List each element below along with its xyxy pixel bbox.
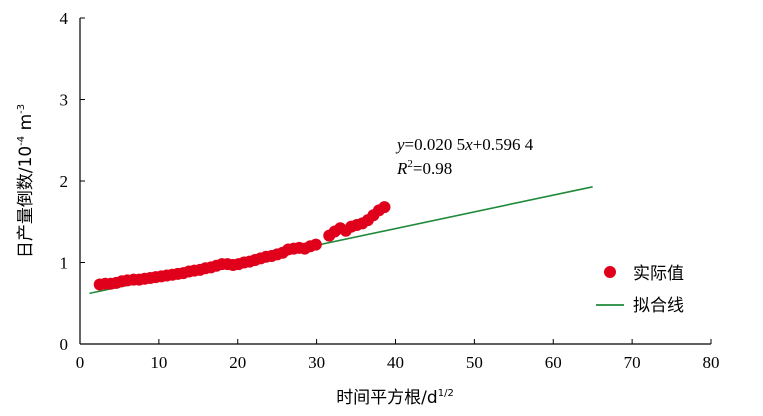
x-tick-label-0: 0 [76,353,85,372]
data-point-39 [309,238,322,251]
fit-equation: y=0.020 5x+0.596 4 [395,135,534,154]
y-tick-label-1: 1 [60,254,69,273]
x-tick-label-6: 60 [545,353,562,372]
x-tick-label-5: 50 [466,353,483,372]
x-tick-label-2: 20 [229,353,246,372]
y-tick-label-4: 4 [60,9,69,28]
x-tick-label-1: 10 [150,353,167,372]
y-tick-label-0: 0 [60,335,69,354]
y-tick-label-3: 3 [60,91,69,110]
axis-ticks: 0 10 20 30 40 50 60 70 80 0 1 2 3 4 [60,9,720,372]
legend-marker-actual [604,266,616,278]
fit-r-squared: R2=0.98 [396,158,452,178]
x-tick-label-8: 80 [703,353,720,372]
y-tick-label-2: 2 [60,172,69,191]
legend-label-fit: 拟合线 [633,296,684,316]
x-axis-label: 时间平方根/d1/2 [336,388,454,408]
legend-label-actual: 实际值 [633,264,684,284]
legend: 实际值 拟合线 [596,264,684,316]
y-axis-label: 日产量倒数/10-4 m-3 [16,104,36,258]
data-points [93,201,391,291]
x-tick-label-4: 40 [387,353,404,372]
x-tick-label-3: 30 [308,353,325,372]
data-point-50 [378,201,391,214]
x-tick-label-7: 70 [624,353,641,372]
